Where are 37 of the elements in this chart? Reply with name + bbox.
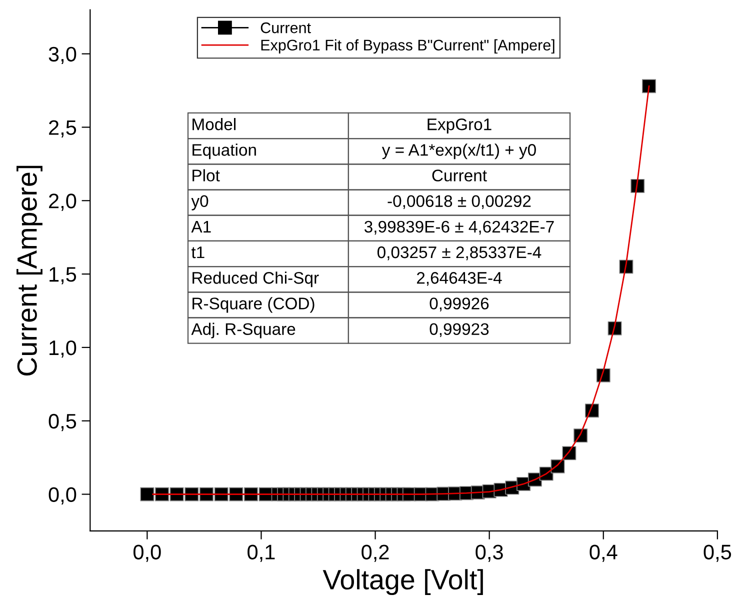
point [140,487,154,502]
annotation: R-Square (COD) [192,297,314,313]
annotation: y = A1*exp(x/t1) + y0 [382,144,536,160]
y-tick-label: 0,0 [48,487,76,504]
annotation: Adj. R-Square [191,322,296,338]
annotation: 0,99923 [430,323,489,337]
y-tick-label: 2,5 [49,120,76,138]
point [642,79,656,94]
y-tick-label: 0,5 [48,414,76,432]
y-axis-title: Current [Ampere] [16,166,42,376]
annotation: 2,64643E-4 [416,272,502,286]
annotation: y0 [191,195,208,210]
annotation: ExpGro1 [428,118,492,134]
annotation: 0,03257 ± 2,85337E-4 [377,246,542,260]
x-tick-label: 0,4 [590,544,618,562]
annotation: 3,99839E-6 ± 4,62432E-7 [364,220,554,235]
annotation: Current [432,170,487,182]
annotation: Reduced Chi-Sqr [192,272,319,288]
annotation: t1 [191,246,204,258]
annotation: Plot [192,169,220,182]
y-tick-label: 1,0 [50,340,76,358]
x-tick-label: 0,5 [704,544,732,562]
x-tick-label: 0,2 [362,544,389,562]
annotation: Model [192,118,236,130]
y-tick-label: 2,0 [49,194,76,211]
x-axis-title: Voltage [Volt] [322,569,483,596]
annotation: A1 [191,220,211,232]
y-tick-label: 1,5 [50,267,76,284]
annotation: 0,99926 [430,298,489,312]
x-tick-label: 0,3 [476,544,503,562]
annotation: -0,00618 ± 0,00292 [388,195,531,209]
y-tick-label: 3,0 [48,46,76,64]
legend-label: ExpGro1 Fit of Bypass B"Current" [Ampere] [261,39,554,54]
x-tick-label: 0,0 [134,544,161,562]
annotation: Equation [192,144,256,160]
x-tick-label: 0,1 [248,544,275,562]
legend-label: Current [260,22,311,34]
